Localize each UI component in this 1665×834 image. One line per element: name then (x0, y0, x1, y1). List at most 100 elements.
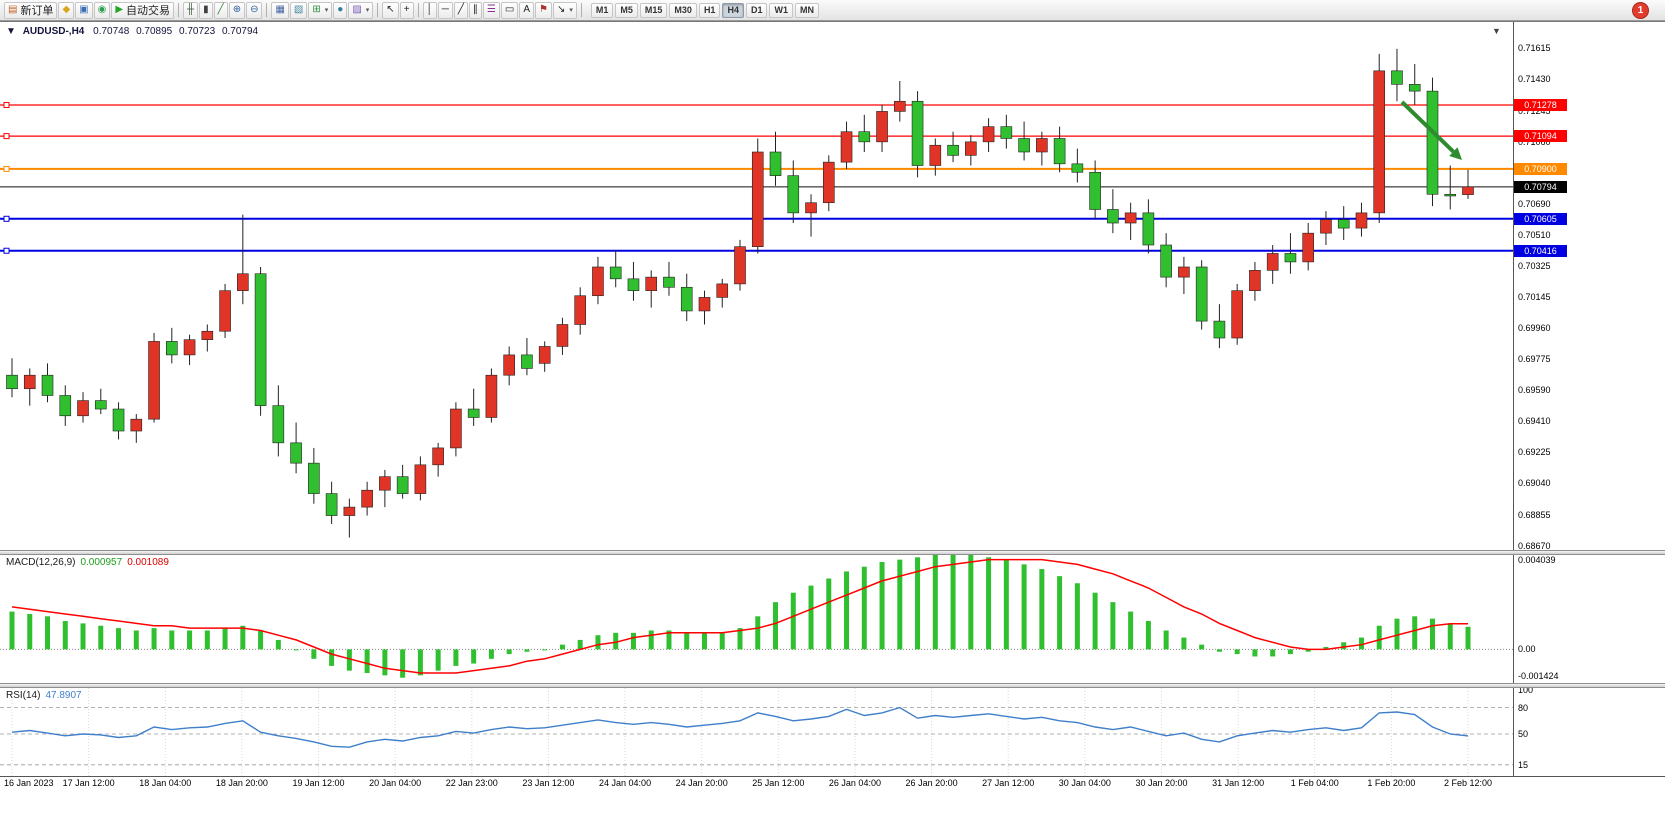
rsi-axis-label: 80 (1518, 702, 1529, 713)
time-axis-label: 23 Jan 12:00 (522, 778, 575, 788)
new-chart-button[interactable]: ⊞ ▾ (308, 1, 333, 19)
fibonacci-retracement-button[interactable]: ☰ (482, 1, 500, 19)
panel-divider-rsi[interactable] (0, 683, 1665, 688)
price-axis-label: 0.68855 (1518, 509, 1551, 520)
new-order-label: 新订单 (20, 5, 54, 17)
timeframe-button-M30[interactable]: M30 (669, 2, 697, 18)
equidistant-channel-button[interactable]: ∥ (468, 1, 482, 19)
zoom-out-button[interactable]: ⊖ (246, 1, 263, 19)
time-axis-label: 30 Jan 20:00 (1135, 778, 1188, 788)
community-icon: ◉ (97, 4, 107, 15)
toolbar-separator (580, 3, 582, 17)
tile-windows-button[interactable]: ▦ (271, 1, 289, 19)
rsi-line (11, 706, 1469, 748)
notification-badge[interactable]: 1 (1632, 1, 1649, 19)
arrows-button[interactable]: ↘ ▾ (552, 1, 577, 19)
rsi-axis-label: 50 (1518, 729, 1529, 739)
auto-trading-label: 自动交易 (126, 5, 171, 17)
chart-menu-icon[interactable]: ▼ (6, 26, 16, 37)
bar-chart-icon: ╫ (187, 4, 195, 15)
price-axis-label: 0.69410 (1518, 415, 1551, 426)
fibonacci-retracement-icon: ☰ (486, 4, 496, 15)
time-axis-label: 1 Feb 04:00 (1290, 778, 1339, 788)
timeframe-button-M1[interactable]: M1 (590, 2, 614, 18)
data-window-button[interactable]: ▣ (75, 1, 93, 19)
bar-chart-button[interactable]: ╫ (183, 1, 199, 19)
auto-arrange-icon: ▧ (293, 4, 304, 15)
panel-divider-macd[interactable] (0, 550, 1665, 555)
scroll-to-end-icon[interactable]: ▼ (1492, 26, 1501, 36)
zoom-out-icon: ⊖ (250, 4, 259, 15)
timeframe-button-H4[interactable]: H4 (722, 2, 744, 18)
arrows-dropdown-icon[interactable]: ▾ (569, 7, 573, 14)
market-watch-button[interactable]: ◆ (58, 1, 75, 19)
price-tag[interactable]: 0.70416 (1514, 244, 1567, 257)
time-axis-label: 16 Jan 2023 (4, 778, 54, 788)
auto-arrange-button[interactable]: ▧ (289, 1, 308, 19)
price-axis-label: 0.68670 (1518, 540, 1551, 551)
candlestick-chart-button[interactable]: ▮ (199, 1, 213, 19)
price-axis-label: 0.70690 (1518, 199, 1551, 210)
line-chart-button[interactable]: ╱ (213, 1, 228, 19)
crosshair-button[interactable]: + (399, 1, 414, 19)
cursor-button[interactable]: ↖ (382, 1, 399, 19)
new-order-button[interactable]: ▤ 新订单 (4, 1, 58, 19)
price-axis-label: 0.70510 (1518, 229, 1551, 240)
time-axis-label: 26 Jan 20:00 (905, 778, 958, 788)
toolbar-separator (377, 3, 379, 17)
price-tag[interactable]: 0.70900 (1514, 162, 1567, 175)
timeframe-button-W1[interactable]: W1 (769, 2, 793, 18)
timeframe-button-M15[interactable]: M15 (639, 2, 668, 18)
text-label-button[interactable]: ⚑ (535, 1, 552, 19)
macd-indicator-label: MACD(12,26,9) 0.000957 0.001089 (6, 557, 169, 568)
chart-symbol-label: ▼ AUDUSD-,H4 0.70748 0.70895 0.70723 0.7… (6, 26, 262, 37)
trendline-button[interactable]: ╱ (453, 1, 468, 19)
time-axis-label: 26 Jan 04:00 (828, 778, 881, 788)
ohlc-close: 0.70794 (221, 26, 259, 37)
price-tag[interactable]: 0.70605 (1514, 212, 1567, 225)
bid-price-tag[interactable]: 0.70794 (1514, 180, 1567, 193)
horizontal-line-button[interactable]: ─ (437, 1, 453, 19)
candlestick-chart-icon: ▮ (203, 4, 209, 15)
timeframe-button-MN[interactable]: MN (794, 2, 819, 18)
time-axis-label: 18 Jan 04:00 (139, 778, 192, 788)
price-axis-label: 0.69775 (1518, 354, 1551, 365)
templates-button[interactable]: ▨ ▾ (348, 1, 374, 19)
price-axis-label: 0.69225 (1518, 447, 1551, 458)
time-axis-label: 2 Feb 12:00 (1443, 778, 1493, 788)
equidistant-channel-icon: ∥ (472, 4, 478, 15)
new-chart-dropdown-icon[interactable]: ▾ (324, 7, 329, 14)
time-axis-label: 31 Jan 12:00 (1212, 778, 1265, 788)
crosshair-icon: + (403, 4, 410, 15)
price-axis-label: 0.69590 (1518, 385, 1551, 396)
text-button[interactable]: A (519, 1, 534, 19)
vertical-line-button[interactable]: │ (422, 1, 437, 19)
macd-axis-label: 0.004039 (1518, 555, 1556, 565)
timeframe-button-D1[interactable]: D1 (745, 2, 768, 18)
price-chart-canvas[interactable] (0, 22, 1665, 834)
time-axis-border (0, 776, 1665, 777)
community-button[interactable]: ◉ (93, 1, 111, 19)
vertical-line-icon: │ (426, 4, 433, 15)
timeframe-button-H1[interactable]: H1 (698, 2, 721, 18)
zoom-in-button[interactable]: ⊕ (228, 1, 246, 19)
trend-arrow (1400, 100, 1462, 160)
rsi-axis-label: 100 (1518, 685, 1534, 695)
rsi-indicator-label: RSI(14) 47.8907 (6, 690, 82, 701)
toolbar-separator (266, 3, 268, 17)
shapes-icon: ▭ (504, 4, 515, 15)
shapes-button[interactable]: ▭ (500, 1, 519, 19)
timeframe-button-M5[interactable]: M5 (615, 2, 638, 18)
macd-axis-label: 0.00 (1518, 644, 1536, 655)
price-axis-label: 0.69040 (1518, 478, 1551, 489)
templates-dropdown-icon[interactable]: ▾ (365, 7, 370, 14)
toolbar-separator (417, 3, 419, 17)
price-axis-label: 0.71615 (1518, 43, 1551, 53)
symbol-period: AUDUSD-,H4 (22, 26, 85, 37)
rsi-grid (0, 688, 1513, 776)
refresh-clock-button[interactable]: ● (333, 1, 348, 19)
auto-trading-button[interactable]: ▶ 自动交易 (111, 1, 175, 19)
time-axis-label: 18 Jan 20:00 (215, 778, 268, 788)
price-tag[interactable]: 0.71278 (1514, 98, 1567, 111)
price-tag[interactable]: 0.71094 (1514, 130, 1567, 143)
